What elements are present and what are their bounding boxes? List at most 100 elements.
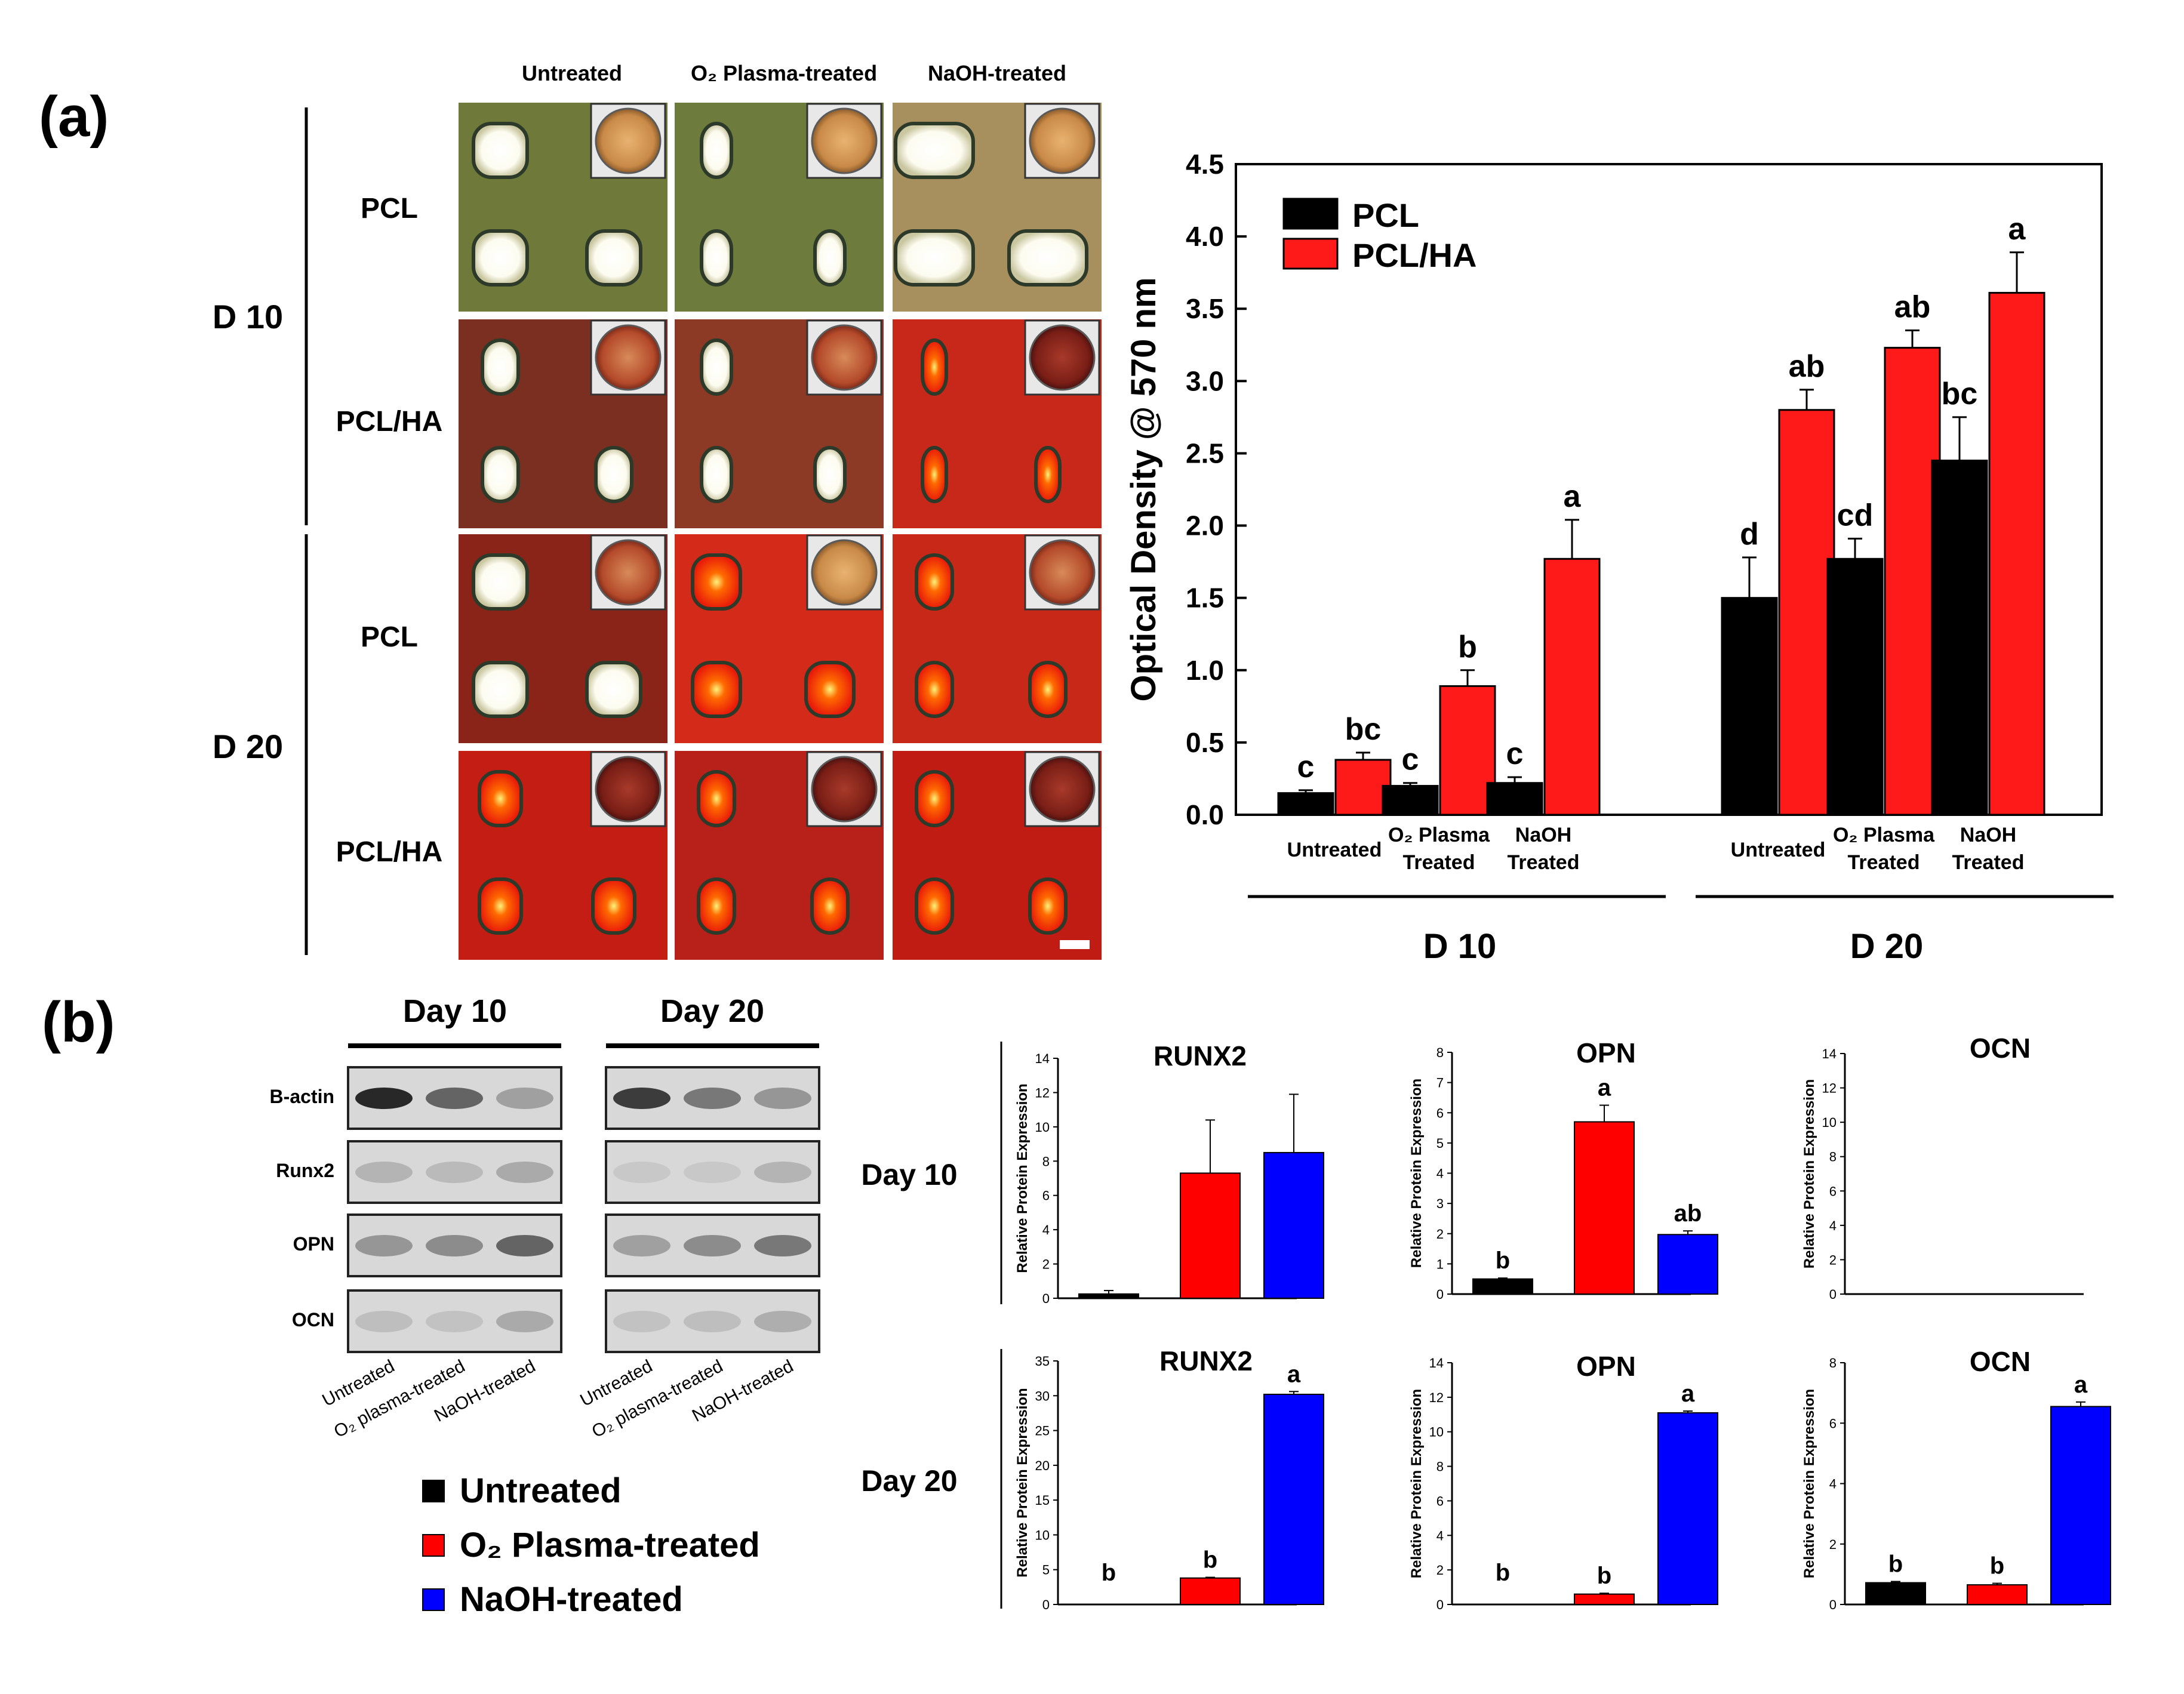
mini-y-tick-label: 2 xyxy=(1042,1257,1050,1272)
blot-lane-label: O₂ plasma-treated xyxy=(589,1356,726,1442)
blot-band xyxy=(426,1311,483,1332)
blot-band xyxy=(496,1235,553,1256)
mini-y-tick-label: 5 xyxy=(1042,1563,1050,1578)
mini-y-tick-label: 10 xyxy=(1035,1120,1050,1135)
plate-well-image xyxy=(811,324,878,391)
mini-y-tick-label: 14 xyxy=(1429,1356,1444,1370)
mini-y-tick-label: 14 xyxy=(1822,1046,1837,1061)
scaffold-pore xyxy=(585,229,642,287)
od-plot-frame xyxy=(1235,163,2103,816)
od-y-tick-label: 3.5 xyxy=(1186,293,1224,324)
scaffold-pore xyxy=(697,770,736,827)
scaffold-pore xyxy=(894,229,975,287)
mini-significance-label: a xyxy=(2074,1372,2088,1398)
mini-y-tick-label: 8 xyxy=(1829,1356,1837,1370)
scaffold-pore xyxy=(594,446,633,503)
mini-significance-label: b xyxy=(1102,1560,1116,1586)
scale-bar xyxy=(1060,940,1090,949)
blot-band xyxy=(496,1088,553,1109)
scaffold-pore xyxy=(921,338,948,396)
blot-band xyxy=(355,1311,413,1332)
od-significance-label: ab xyxy=(1789,349,1825,384)
legend-b-label-naoh: NaOH-treated xyxy=(460,1580,683,1619)
scaffold-pore xyxy=(915,553,954,611)
blot-header-day20: Day 20 xyxy=(660,993,764,1029)
mini-significance-label: b xyxy=(1990,1553,2004,1579)
od-bar xyxy=(1988,292,2045,816)
panel-label-b: (b) xyxy=(42,990,115,1054)
mini-y-tick-label: 8 xyxy=(1436,1459,1444,1474)
scaffold-pore xyxy=(472,229,529,287)
scaffold-pore xyxy=(585,661,642,718)
mini-y-tick-label: 30 xyxy=(1035,1388,1050,1403)
row-label-pclha-d20: PCL/HA xyxy=(336,836,443,868)
plate-well-image xyxy=(595,324,662,391)
mini-chart-title: RUNX2 xyxy=(1159,1345,1253,1376)
mini-significance-label: ab xyxy=(1674,1200,1702,1227)
blot-band xyxy=(426,1235,483,1256)
mini-y-tick-label: 3 xyxy=(1436,1196,1444,1211)
mini-y-tick-label: 4 xyxy=(1436,1166,1444,1181)
mini-bar xyxy=(1657,1234,1718,1295)
mini-bar xyxy=(1472,1278,1533,1295)
mini-significance-label: b xyxy=(1496,1248,1510,1274)
od-y-tick-label: 4.5 xyxy=(1186,149,1224,180)
mini-y-tick-label: 6 xyxy=(1436,1105,1444,1120)
od-significance-label: c xyxy=(1402,743,1419,777)
od-bar xyxy=(1439,685,1496,816)
blot-rows: B-actin Runx2 OPN OCN xyxy=(270,1066,820,1353)
scaffold-pore xyxy=(915,877,954,935)
od-x-tick-label: O₂ Plasma Treated xyxy=(1388,824,1490,874)
mini-bar xyxy=(1574,1593,1635,1605)
group-label-d10: D 10 xyxy=(1423,927,1497,966)
od-bar xyxy=(1486,782,1543,816)
mini-bar xyxy=(1657,1412,1718,1605)
blot-header-day10: Day 10 xyxy=(403,993,507,1029)
mini-y-tick-label: 2 xyxy=(1829,1537,1837,1552)
scaffold-pore xyxy=(478,770,523,827)
western-blot: Day 10 Day 20 B-actin Runx2 OPN OCN Untreat… xyxy=(270,993,820,1619)
blot-protein-label: OPN xyxy=(293,1233,334,1255)
blot-protein-label: OCN xyxy=(292,1309,334,1330)
blot-band xyxy=(684,1235,741,1256)
blot-band xyxy=(684,1088,741,1109)
mini-y-tick-label: 1 xyxy=(1436,1256,1444,1271)
mini-y-tick-label: 35 xyxy=(1035,1354,1050,1369)
scaffold-pore xyxy=(697,877,736,935)
row-label-day20: Day 20 xyxy=(861,1464,957,1498)
blot-band xyxy=(496,1162,553,1183)
blot-band xyxy=(496,1311,553,1332)
od-y-tick-label: 1.0 xyxy=(1186,655,1224,686)
column-header-o2-plasma: O₂ Plasma-treated xyxy=(691,61,877,85)
mini-y-axis-label: Relative Protein Expression xyxy=(1014,1083,1031,1273)
blot-band xyxy=(355,1088,413,1109)
scaffold-pore xyxy=(894,122,975,179)
od-significance-label: d xyxy=(1740,517,1759,552)
mini-y-tick-label: 6 xyxy=(1436,1493,1444,1508)
blot-band xyxy=(613,1235,670,1256)
mini-y-tick-label: 4 xyxy=(1829,1477,1837,1492)
mini-y-tick-label: 20 xyxy=(1035,1458,1050,1473)
column-header-naoh: NaOH-treated xyxy=(928,61,1066,85)
mini-y-tick-label: 8 xyxy=(1829,1150,1837,1165)
od-bar xyxy=(1543,558,1601,816)
panel-label-a: (a) xyxy=(39,85,109,149)
scaffold-pore xyxy=(700,122,733,179)
scaffold-pore xyxy=(481,446,520,503)
legend-swatch-pcl xyxy=(1282,198,1339,230)
plate-well-image xyxy=(811,539,878,606)
micrograph-tiles xyxy=(459,103,1102,960)
scaffold-pore xyxy=(700,446,733,503)
blot-band xyxy=(684,1162,741,1183)
row-label-pcl-d10: PCL xyxy=(361,193,418,224)
mini-y-tick-label: 14 xyxy=(1035,1051,1050,1066)
mini-bar xyxy=(1574,1121,1635,1295)
od-y-tick-label: 4.0 xyxy=(1186,221,1224,252)
legend-b-label-untreated: Untreated xyxy=(460,1471,622,1510)
blot-band xyxy=(754,1235,811,1256)
mini-significance-label: b xyxy=(1888,1551,1903,1578)
day-label-d10: D 10 xyxy=(213,298,283,335)
legend-b-swatch-o2 xyxy=(422,1534,445,1557)
plate-well-image xyxy=(811,107,878,174)
